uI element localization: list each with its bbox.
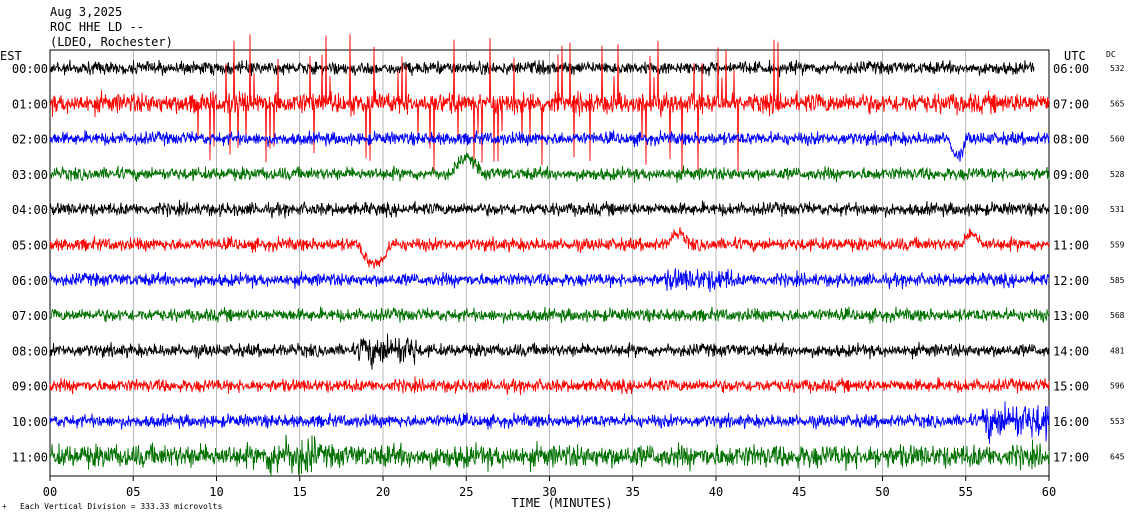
x-tick-label: 55 [959,485,973,499]
utc-hour-label: 09:00 [1053,168,1089,182]
x-tick-label: 10 [209,485,223,499]
utc-hour-label: 11:00 [1053,239,1089,253]
dc-offset-label: 585 [1110,276,1125,285]
est-hour-label: 02:00 [12,133,48,147]
dc-offset-label: 481 [1110,346,1125,355]
dc-offset-label: 553 [1110,417,1125,426]
est-hour-label: 09:00 [12,380,48,394]
trace-row-0800 [49,333,1050,370]
x-tick-label: 15 [293,485,307,499]
utc-hour-label: 16:00 [1053,415,1089,429]
est-hour-label: 00:00 [12,62,48,76]
x-tick-label: 30 [542,485,556,499]
x-tick-label: 40 [709,485,723,499]
left-timezone-label: EST [0,49,22,63]
utc-hour-label: 13:00 [1053,309,1089,323]
utc-hour-label: 07:00 [1053,97,1089,111]
est-hour-label: 11:00 [12,450,48,464]
est-hour-label: 04:00 [12,203,48,217]
utc-hour-label: 17:00 [1053,450,1089,464]
utc-hour-label: 10:00 [1053,203,1089,217]
est-hour-label: 06:00 [12,274,48,288]
x-axis-title: TIME (MINUTES) [511,496,612,510]
utc-hour-label: 12:00 [1053,274,1089,288]
trace-row-1000 [49,401,1050,444]
x-tick-label: 20 [376,485,390,499]
footer-marker: + [2,502,7,511]
utc-hour-label: 15:00 [1053,380,1089,394]
trace-row-0900 [49,376,1050,396]
trace-row-0700 [49,306,1050,324]
est-hour-label: 10:00 [12,415,48,429]
x-tick-label: 00 [43,485,57,499]
x-tick-label: 50 [875,485,889,499]
dc-offset-label: 531 [1110,205,1125,214]
dc-offset-label: 645 [1110,452,1125,461]
x-tick-label: 60 [1042,485,1056,499]
dc-header-label: DC [1106,50,1116,59]
dc-offset-label: 568 [1110,311,1125,320]
dc-offset-label: 560 [1110,135,1125,144]
utc-hour-label: 06:00 [1053,62,1089,76]
x-tick-label: 45 [792,485,806,499]
x-tick-label: 05 [126,485,140,499]
dc-offset-label: 528 [1110,170,1125,179]
dc-offset-label: 532 [1110,64,1125,73]
utc-hour-label: 08:00 [1053,133,1089,147]
trace-row-0500 [49,227,1050,269]
trace-row-0000 [49,59,1035,78]
station-id: ROC HHE LD -- [50,20,144,34]
est-hour-label: 07:00 [12,309,48,323]
trace-lines [49,34,1050,477]
vertical-gridlines [132,50,967,476]
chart-date: Aug 3,2025 [50,5,122,19]
trace-row-1100 [49,434,1050,477]
utc-hour-label: 14:00 [1053,344,1089,358]
x-tick-label: 35 [626,485,640,499]
dc-offset-label: 596 [1110,382,1125,391]
trace-row-0300 [49,152,1050,183]
network-name: (LDEO, Rochester) [50,35,173,49]
est-hour-label: 01:00 [12,97,48,111]
trace-row-0200 [49,129,1050,162]
est-hour-label: 05:00 [12,239,48,253]
x-axis-ticks: 00 05 10 15 20 25 30 35 40 45 50 55 60 [43,476,1056,499]
right-timezone-label: UTC [1064,49,1086,63]
trace-row-0100 [49,34,1050,173]
dc-offset-label: 565 [1110,99,1125,108]
row-labels: 00:00 06:00 532 01:00 07:00 565 02:00 08:00 560 0… [12,62,1125,464]
est-hour-label: 03:00 [12,168,48,182]
est-hour-label: 08:00 [12,344,48,358]
trace-row-0600 [49,268,1050,293]
dc-offset-label: 559 [1110,241,1125,250]
trace-row-0400 [49,199,1050,219]
scale-note: Each Vertical Division = 333.33 microvol… [20,502,222,511]
x-tick-label: 25 [459,485,473,499]
